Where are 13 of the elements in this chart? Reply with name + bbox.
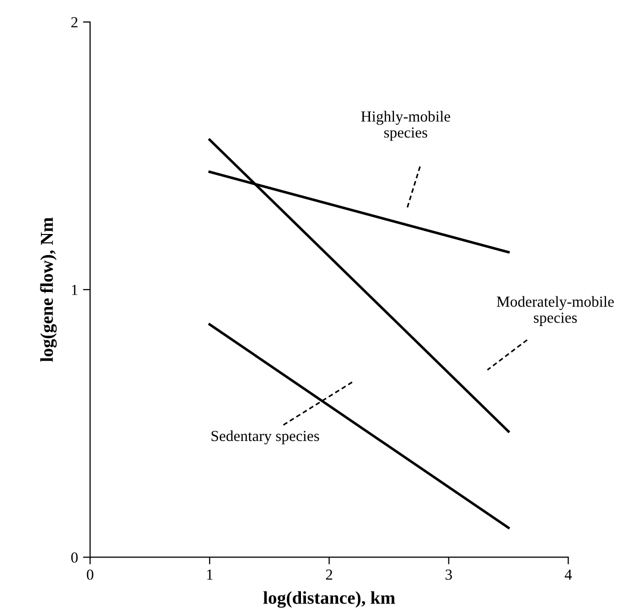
x-axis-title: log(distance), km [263,591,396,608]
y-tick-label: 0 [71,552,78,563]
annotation: Sedentary species [212,430,320,444]
annotation: Highly-mobile species [361,110,450,141]
y-tick-label: 1 [72,284,78,295]
y-tick-label: 2 [71,17,78,28]
x-tick-label: 3 [446,570,452,580]
x-tick-label: 2 [326,570,332,580]
annotation: Moderately-mobile species [496,296,614,326]
y-axis-title: log(gene flow), Nm [40,217,57,362]
x-tick-label: 4 [564,570,572,580]
x-tick-label: 0 [86,569,94,580]
x-tick-label: 1 [207,570,213,580]
